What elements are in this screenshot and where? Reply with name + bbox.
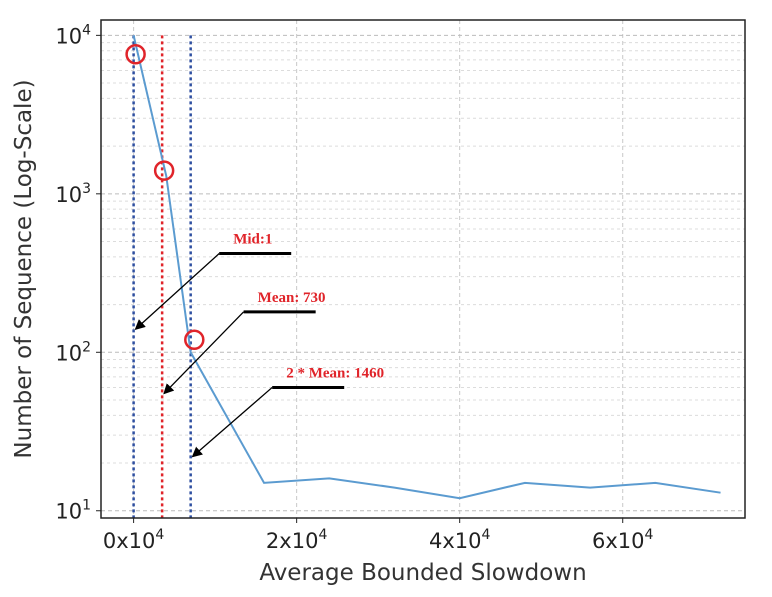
- series-line: [132, 35, 721, 500]
- y-tick-label: 101: [55, 498, 91, 524]
- x-axis-label: Average Bounded Slowdown: [259, 560, 586, 586]
- highlight-circle: [184, 329, 205, 350]
- y-tick-label: 104: [55, 22, 91, 48]
- grid: [101, 20, 745, 519]
- x-tick-label: 2x104: [266, 527, 328, 553]
- x-tick-label: 4x104: [429, 527, 491, 553]
- highlight-circle: [125, 43, 146, 65]
- annotation-label: Mid:1: [233, 232, 272, 248]
- annotation-label: 2 * Mean: 1460: [286, 365, 384, 381]
- annotation: Mean: 730: [163, 290, 326, 395]
- annotation-arrow: [163, 311, 245, 395]
- x-tick-label: 0x104: [103, 527, 165, 553]
- annotation-label: Mean: 730: [258, 290, 326, 306]
- y-tick-label: 103: [55, 181, 91, 207]
- annotation-arrow: [134, 253, 220, 331]
- y-tick-label: 102: [55, 339, 91, 365]
- series-layer: [132, 35, 721, 500]
- y-axis-label: Number of Sequence (Log-Scale): [11, 79, 37, 458]
- highlight-circle: [153, 160, 175, 181]
- annotation: 2 * Mean: 1460: [191, 365, 384, 458]
- tick-labels: 0x104 2x104 4x104 6x104 101 102 103 104: [55, 22, 653, 553]
- annotation: Mid:1: [134, 232, 292, 331]
- reference-lines: [132, 35, 192, 518]
- x-tick-label: 6x104: [592, 527, 654, 553]
- annotation-arrow: [191, 386, 273, 458]
- plot-frame: [100, 19, 746, 519]
- annotations: Mid:1 Mean: 730 2 * Mean: 1460: [134, 232, 384, 458]
- highlight-markers: [125, 43, 205, 350]
